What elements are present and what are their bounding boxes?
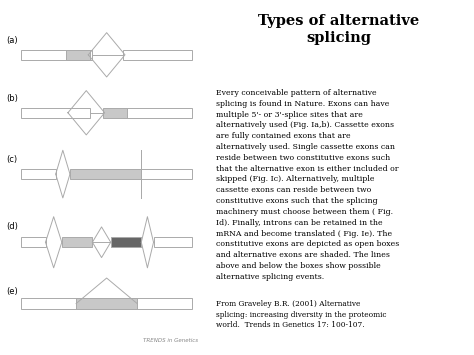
Text: TRENDS in Genetics: TRENDS in Genetics — [143, 338, 199, 343]
Bar — [123, 50, 192, 60]
Bar — [70, 169, 141, 179]
Text: Types of alternative
splicing: Types of alternative splicing — [258, 14, 419, 45]
Text: (c): (c) — [6, 155, 17, 164]
Bar — [62, 237, 92, 247]
Text: (d): (d) — [6, 222, 18, 231]
Text: Every conceivable pattern of alternative
splicing is found in Nature. Exons can : Every conceivable pattern of alternative… — [216, 89, 400, 281]
Bar — [141, 169, 192, 179]
Text: From Graveley B.R. (2001) Alternative
splicing: increasing diversity in the prot: From Graveley B.R. (2001) Alternative sp… — [216, 300, 387, 329]
Text: (a): (a) — [6, 36, 18, 45]
Bar — [102, 108, 127, 118]
Bar — [21, 237, 46, 247]
Bar — [21, 108, 91, 118]
Text: (b): (b) — [6, 94, 18, 103]
Bar — [111, 237, 141, 247]
Bar — [123, 108, 192, 118]
Bar — [76, 299, 137, 309]
Bar — [21, 169, 56, 179]
Bar — [154, 237, 192, 247]
Text: (e): (e) — [6, 286, 18, 296]
Bar — [66, 50, 91, 60]
Bar — [21, 299, 192, 309]
Bar — [21, 50, 92, 60]
